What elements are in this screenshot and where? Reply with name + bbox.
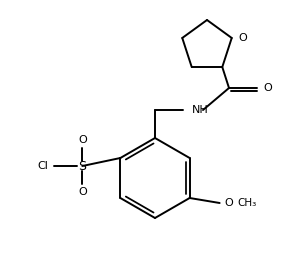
Text: Cl: Cl [38,161,48,171]
Text: O: O [78,135,87,145]
Text: O: O [263,83,272,93]
Text: S: S [78,160,86,172]
Text: NH: NH [192,105,209,115]
Text: CH₃: CH₃ [238,198,257,208]
Text: O: O [225,198,233,208]
Text: O: O [239,33,248,43]
Text: O: O [78,187,87,197]
